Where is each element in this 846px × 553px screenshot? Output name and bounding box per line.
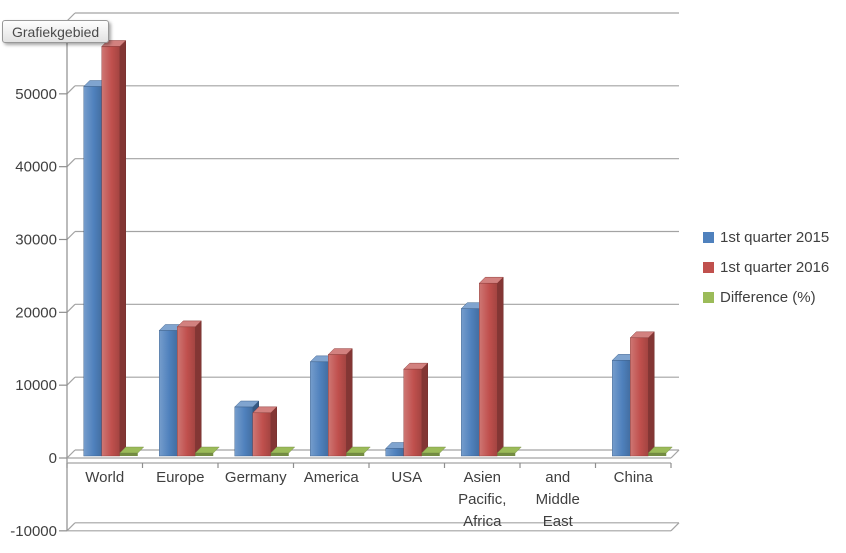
axis-labels: -10000 0 10000 20000 30000 40000 50000 World Eur… (10, 86, 653, 540)
x-axis-label-asien-pacific-africa: Asien Pacific, Africa (458, 469, 506, 530)
bar-asien-pacific-africa-1st-quarter-2016[interactable] (478, 276, 504, 457)
y-axis-label: 40000 (15, 159, 57, 176)
y-axis-label: 10000 (15, 377, 57, 394)
x-axis-label-europe: Europe (156, 469, 204, 486)
bar-usa-difference[interactable] (421, 446, 447, 456)
bar-europe-difference[interactable] (194, 446, 220, 456)
x-axis-label-germany: Germany (225, 469, 287, 486)
y-axis-label: 20000 (15, 304, 57, 321)
pad-top-face (194, 446, 220, 454)
bar-front-face (83, 86, 102, 457)
bar-germany-1st-quarter-2016[interactable] (252, 406, 278, 457)
bar-front-face (403, 368, 422, 457)
x-axis-label-usa: USA (391, 469, 422, 486)
legend-item-q1-2016[interactable]: 1st quarter 2016 (703, 259, 829, 276)
y-axis-label: 0 (49, 450, 57, 467)
pad-front-face (119, 453, 138, 456)
bar-germany-difference[interactable] (270, 446, 296, 456)
pad-top-face (496, 446, 522, 454)
legend-swatch-icon (703, 292, 714, 303)
bar-front-face (612, 360, 631, 457)
bar-asien-pacific-africa-difference[interactable] (496, 446, 522, 456)
pad-top-face (270, 446, 296, 454)
bar-front-face (630, 337, 649, 457)
pad-front-face (270, 453, 289, 456)
grid-depth-connector (66, 376, 76, 386)
bar-front-face (328, 354, 347, 457)
grid-depth-connector (66, 449, 76, 459)
bar-china-1st-quarter-2016[interactable] (629, 331, 655, 457)
grid-depth-connector (66, 303, 76, 313)
grid-depth-connector (66, 158, 76, 168)
bar-front-face (177, 326, 196, 457)
pad-front-face (346, 453, 365, 456)
legend-item-label: 1st quarter 2015 (720, 229, 830, 246)
legend-item-label: 1st quarter 2016 (720, 259, 830, 276)
bar-front-face (461, 308, 480, 457)
bar-front-face (252, 412, 271, 457)
x-axis-label-and-middle-east: and Middle East (536, 469, 580, 530)
bar-china-difference[interactable] (647, 446, 673, 456)
bar-america-1st-quarter-2016[interactable] (327, 347, 353, 457)
y-axis-label: -10000 (10, 523, 57, 540)
bar-america-difference[interactable] (345, 446, 371, 456)
legend-item-difference[interactable]: Difference (%) (703, 289, 829, 306)
bar-side-face (119, 39, 126, 457)
floor-right-diagonal (670, 449, 680, 459)
bar-front-face (234, 406, 253, 457)
pad-front-face (195, 453, 214, 456)
pad-front-face (497, 453, 516, 456)
bar-side-face (346, 347, 353, 457)
axes (59, 12, 680, 532)
y-axis-label: 50000 (15, 86, 57, 103)
grid-depth-connector (66, 522, 76, 532)
box-bottom-right-diagonal (670, 522, 680, 532)
y-axis-label: 30000 (15, 232, 57, 249)
grid-depth-connector (66, 85, 76, 95)
pad-top-face (647, 446, 673, 454)
bar-side-face (421, 362, 428, 457)
bar-world-difference[interactable] (119, 446, 145, 456)
legend-item-q1-2015[interactable]: 1st quarter 2015 (703, 229, 829, 246)
legend-swatch-icon (703, 262, 714, 273)
pad-top-face (345, 446, 371, 454)
pad-top-face (421, 446, 447, 454)
tooltip-label: Grafiekgebied (12, 24, 100, 40)
bar-side-face (497, 276, 504, 457)
bars (83, 39, 673, 457)
bar-front-face (101, 46, 120, 457)
bar-side-face (648, 331, 655, 457)
legend-item-label: Difference (%) (720, 289, 816, 306)
pad-front-face (421, 453, 440, 456)
x-axis-label-china: China (614, 469, 654, 486)
pad-front-face (648, 453, 667, 456)
bar-front-face (310, 361, 329, 457)
bar-side-face (195, 320, 202, 457)
grid-depth-connector (66, 12, 76, 22)
x-axis-label-world: World (85, 469, 124, 486)
bar-world-1st-quarter-2016[interactable] (101, 39, 127, 457)
grid-depth-connector (66, 231, 76, 240)
pad-top-face (119, 446, 145, 454)
bar-front-face (159, 330, 178, 457)
bar-front-face (385, 448, 404, 457)
x-axis-label-america: America (304, 469, 360, 486)
bar-front-face (479, 283, 498, 457)
bar-europe-1st-quarter-2016[interactable] (176, 320, 202, 457)
chart-area-tooltip: Grafiekgebied (2, 20, 110, 43)
bar-usa-1st-quarter-2016[interactable] (403, 362, 429, 457)
legend-swatch-icon (703, 232, 714, 243)
legend: 1st quarter 2015 1st quarter 2016 Differ… (703, 229, 829, 306)
